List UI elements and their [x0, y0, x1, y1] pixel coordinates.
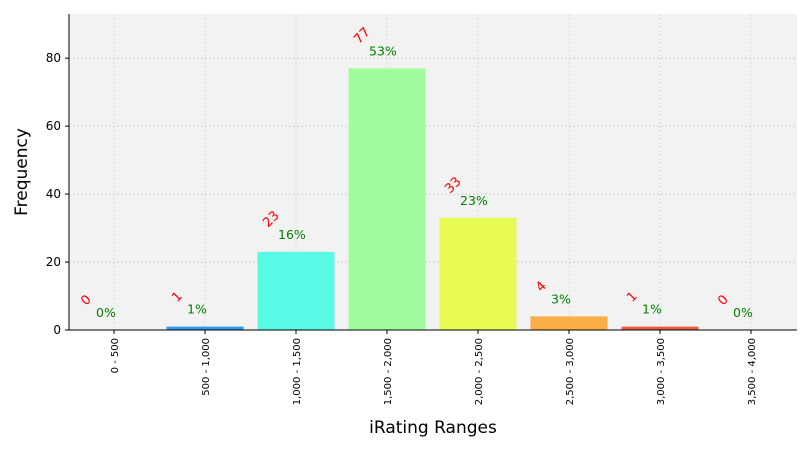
x-axis-title: iRating Ranges [369, 418, 497, 438]
bar [257, 251, 335, 330]
bar-percent-label: 23% [460, 193, 488, 208]
bar-percent-label: 0% [733, 305, 753, 320]
x-tick-label: 3,500 - 4,000 [747, 338, 758, 405]
grid-lines [69, 14, 797, 331]
bars-group [166, 68, 699, 330]
y-tick-label: 60 [46, 119, 61, 133]
plot-area [69, 14, 797, 330]
y-tick-label: 40 [46, 187, 61, 201]
bar-percent-label: 53% [369, 43, 397, 58]
x-tick-label: 2,500 - 3,000 [565, 338, 576, 405]
bar-percent-label: 16% [278, 227, 306, 242]
bar-percent-label: 1% [187, 302, 207, 317]
bar-percent-label: 1% [642, 302, 662, 317]
x-tick-label: 0 - 500 [110, 338, 121, 373]
bar [530, 316, 608, 330]
y-tick-label: 80 [46, 51, 61, 65]
axes-group [68, 14, 797, 331]
x-ticks-group: 0 - 500 500 - 1,000 1,000 - 1,500 1,500 - 2… [110, 330, 758, 405]
x-tick-label: 1,500 - 2,000 [383, 338, 394, 405]
x-tick-label: 2,000 - 2,500 [474, 338, 485, 405]
bar [166, 326, 244, 330]
x-tick-label: 3,000 - 3,500 [656, 338, 667, 405]
bar-percent-label: 0% [96, 305, 116, 320]
y-axis-title: Frequency [12, 128, 32, 216]
bar-percent-label: 3% [551, 291, 571, 306]
bar [439, 217, 517, 330]
x-tick-label: 500 - 1,000 [201, 338, 212, 396]
bar [621, 326, 699, 330]
x-tick-label: 1,000 - 1,500 [292, 338, 303, 405]
bar [348, 68, 426, 330]
y-ticks-group: 0 20 40 60 80 [46, 51, 69, 337]
y-tick-label: 20 [46, 255, 61, 269]
y-tick-label: 0 [53, 323, 61, 337]
